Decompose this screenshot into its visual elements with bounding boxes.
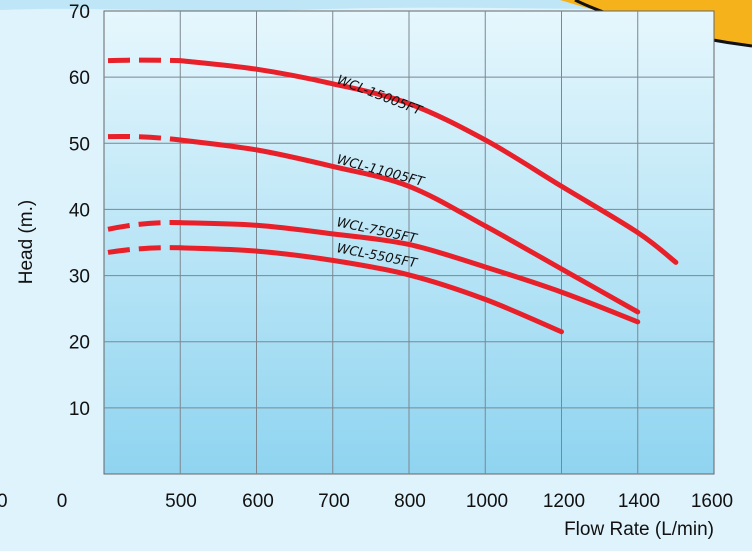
curve-line <box>177 245 564 335</box>
y-axis-title: Head (m.) <box>16 200 37 284</box>
curve-line <box>177 58 679 265</box>
x-tick-label: 500 <box>165 491 197 512</box>
y-axis-ticks: 10 20 30 40 50 60 70 <box>69 2 90 420</box>
y-tick-label: 50 <box>69 134 90 155</box>
y-tick-label: 10 <box>69 399 90 420</box>
x-tick-label: 800 <box>394 491 426 512</box>
pump-curves <box>107 57 679 335</box>
curve-dashed-segment <box>107 220 181 232</box>
curve-dashed-segment <box>107 245 181 255</box>
curve-dashed-segment <box>107 133 181 143</box>
x-tick-label: 700 <box>318 491 350 512</box>
header-wave-decoration <box>0 0 752 12</box>
curve-line <box>177 220 641 325</box>
x-tick-label: 1000 <box>466 491 508 512</box>
x-tick-label: 1400 <box>618 491 660 512</box>
x-tick-label: 1200 <box>543 491 585 512</box>
y-tick-label: 70 <box>69 2 90 23</box>
curve-line <box>177 137 641 315</box>
curve-dashed-segment <box>107 57 181 64</box>
stray-left-label: 0 <box>0 491 8 512</box>
y-tick-label: 20 <box>69 333 90 354</box>
x-tick-label: 0 <box>57 491 68 512</box>
x-tick-label: 1600 <box>691 491 733 512</box>
x-tick-label: 600 <box>242 491 274 512</box>
x-axis-title: Flow Rate (L/min) <box>564 519 714 540</box>
y-tick-label: 40 <box>69 200 90 221</box>
y-tick-label: 30 <box>69 267 90 288</box>
x-axis-ticks: 0 500 600 700 800 1000 1200 1400 1600 <box>57 491 733 512</box>
grid-lines <box>104 11 714 474</box>
y-tick-label: 60 <box>69 68 90 89</box>
